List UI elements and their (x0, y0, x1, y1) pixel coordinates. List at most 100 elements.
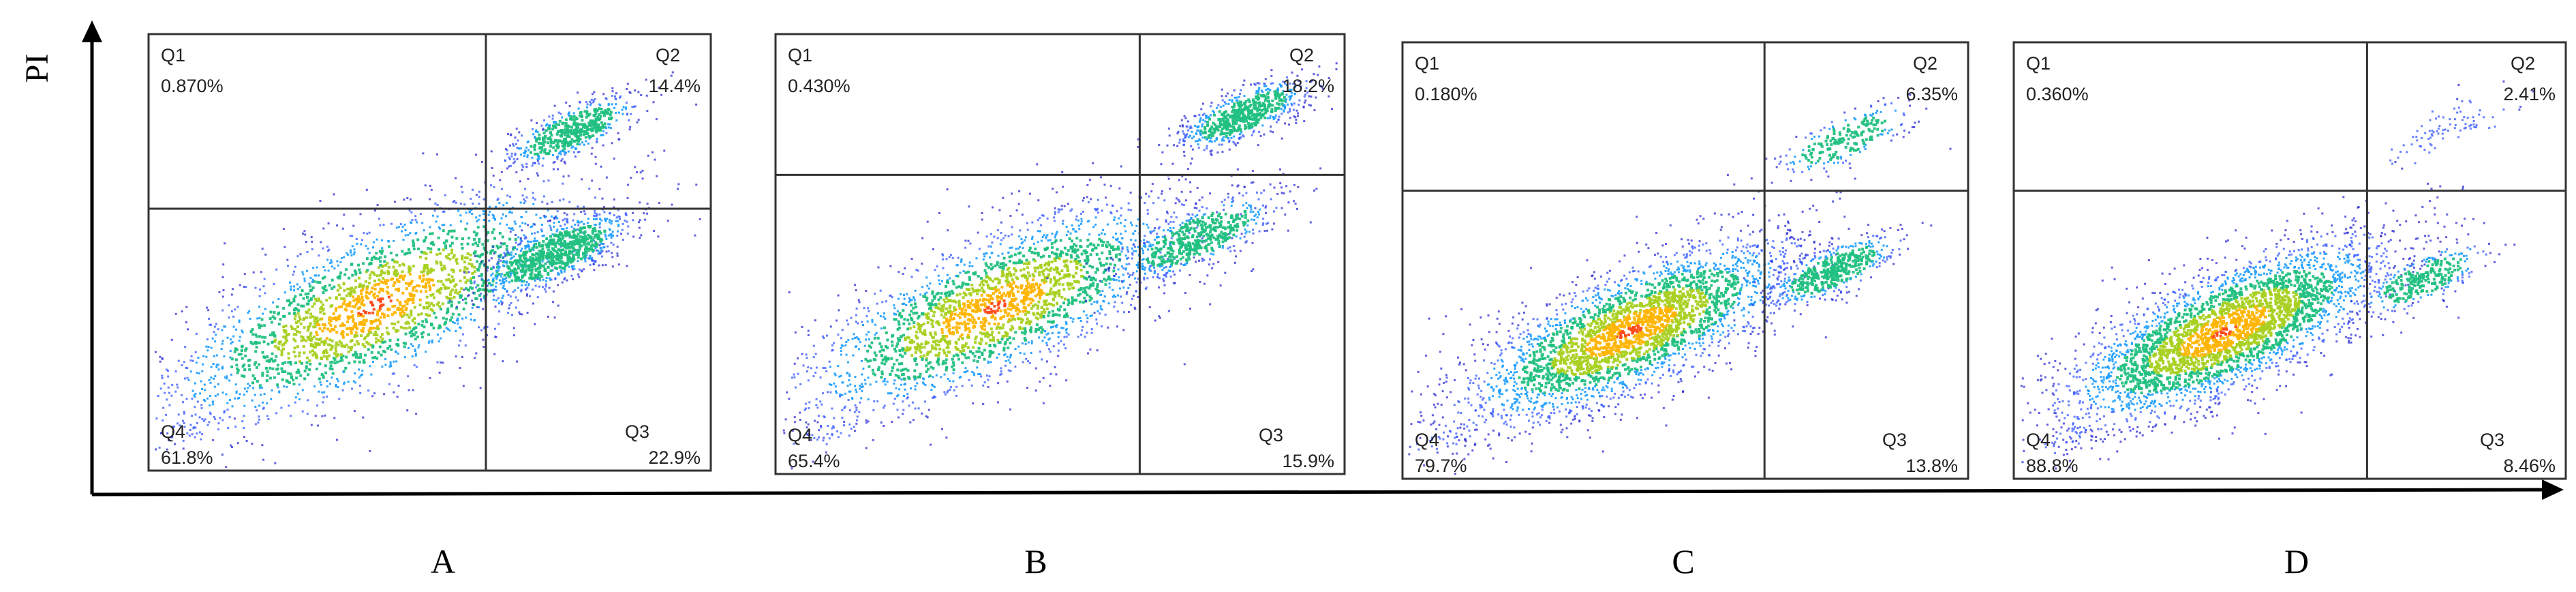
event-point (412, 248, 416, 250)
event-point (482, 308, 485, 310)
event-point (446, 310, 450, 313)
event-point (489, 205, 491, 208)
event-point (405, 313, 409, 316)
event-point (391, 372, 394, 375)
event-point (506, 167, 509, 170)
event-point (549, 250, 553, 254)
event-point (162, 406, 165, 409)
event-point (527, 258, 530, 262)
event-point (459, 339, 462, 342)
event-point (594, 224, 597, 226)
event-point (549, 131, 552, 134)
event-point (966, 299, 970, 303)
event-point (1057, 211, 1060, 213)
event-point (471, 213, 474, 216)
event-point (549, 124, 551, 127)
event-point (313, 280, 316, 283)
event-point (206, 338, 209, 341)
event-point (981, 351, 984, 355)
event-point (996, 309, 999, 312)
event-point (564, 162, 566, 165)
event-point (230, 342, 232, 345)
event-point (1026, 279, 1029, 282)
event-point (306, 302, 309, 306)
event-point (189, 359, 192, 361)
event-point (960, 286, 963, 289)
event-point (293, 346, 296, 350)
event-point (294, 355, 297, 358)
event-point (930, 389, 933, 391)
event-point (1018, 325, 1022, 329)
event-point (405, 307, 408, 310)
event-point (305, 366, 308, 370)
event-point (322, 291, 325, 294)
event-point (494, 306, 497, 308)
event-point (1009, 314, 1013, 318)
event-point (352, 295, 355, 299)
event-point (234, 308, 236, 311)
event-point (183, 421, 185, 424)
event-point (308, 359, 311, 362)
event-point (1007, 307, 1010, 310)
event-point (609, 110, 613, 114)
event-point (1024, 327, 1027, 330)
event-point (181, 310, 183, 313)
event-point (226, 402, 229, 404)
event-point (577, 135, 580, 138)
event-point (561, 122, 564, 125)
event-point (603, 125, 607, 129)
event-point (389, 252, 393, 254)
event-point (343, 308, 347, 311)
event-point (334, 316, 337, 319)
event-point (919, 351, 923, 354)
event-point (983, 349, 986, 352)
event-point (209, 323, 211, 326)
event-point (622, 106, 625, 108)
event-point (295, 370, 298, 374)
event-point (564, 153, 566, 156)
event-point (517, 243, 519, 246)
event-point (572, 253, 575, 256)
event-point (897, 374, 900, 378)
event-point (376, 310, 380, 313)
event-point (604, 218, 607, 221)
event-point (382, 277, 385, 280)
event-point (409, 232, 412, 235)
event-point (283, 291, 286, 294)
event-point (478, 265, 481, 269)
event-point (544, 262, 547, 265)
event-point (494, 327, 496, 330)
event-point (540, 149, 544, 152)
event-point (1034, 303, 1037, 306)
event-point (401, 230, 403, 233)
event-point (215, 364, 218, 366)
event-point (281, 362, 284, 365)
event-point (599, 218, 601, 220)
event-point (991, 338, 994, 342)
event-point (553, 242, 557, 246)
event-point (855, 314, 857, 316)
event-point (605, 127, 608, 130)
event-point (1022, 241, 1024, 243)
event-point (1088, 233, 1091, 236)
event-point (978, 355, 981, 359)
event-point (545, 129, 548, 132)
event-point (598, 107, 601, 110)
event-point (497, 197, 500, 200)
event-point (1097, 207, 1099, 210)
event-point (1127, 202, 1130, 205)
event-point (392, 265, 395, 269)
event-point (1071, 302, 1074, 306)
event-point (541, 257, 545, 261)
event-point (1131, 224, 1133, 226)
event-point (1090, 328, 1093, 331)
event-point (1027, 282, 1030, 285)
event-point (302, 233, 304, 235)
event-point (581, 270, 583, 273)
event-point (254, 394, 256, 396)
event-point (290, 325, 293, 328)
event-point (556, 252, 559, 256)
event-point (414, 326, 418, 329)
event-point (281, 344, 284, 347)
event-point (565, 243, 568, 246)
